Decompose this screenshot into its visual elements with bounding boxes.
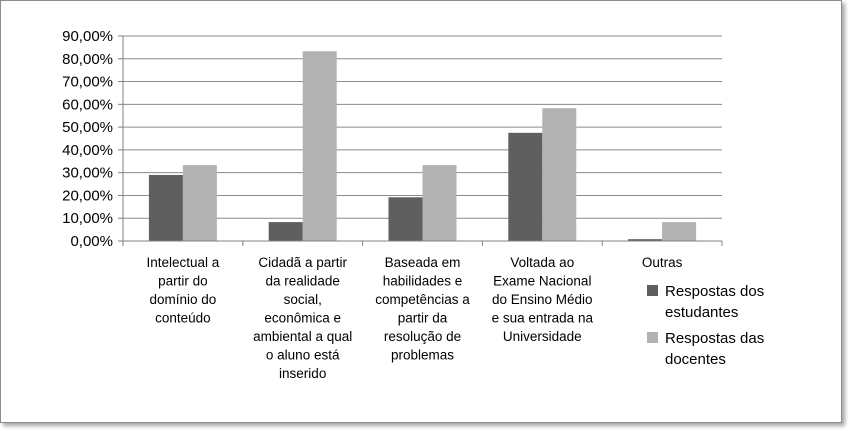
category-label-line: Universidade bbox=[503, 329, 582, 344]
category-label-line: do Ensino Médio bbox=[492, 292, 593, 307]
bar-series-2-category-2 bbox=[302, 51, 337, 242]
category-label: Cidadã a partir da realidade social, econôm… bbox=[253, 255, 352, 381]
category-label-line: ambiental a qual bbox=[253, 329, 352, 344]
y-tick-label: 70,00% bbox=[62, 74, 113, 91]
bars bbox=[148, 51, 697, 242]
category-label-line: partir do bbox=[158, 274, 208, 289]
legend-label: Respostas das docentes bbox=[665, 330, 764, 368]
bar-series-2-category-1 bbox=[182, 165, 217, 241]
bar-series-1-category-4 bbox=[508, 132, 543, 241]
axes bbox=[118, 35, 723, 246]
y-tick-labels: 0,00% 10,00% 20,00% 30,00% 40,00% 50,00% 60,00… bbox=[62, 28, 113, 250]
category-label-line: competências a bbox=[375, 292, 470, 307]
category-label-line: Outras bbox=[642, 255, 683, 270]
legend-label-line: Respostas das bbox=[665, 330, 764, 347]
y-tick-label: 30,00% bbox=[62, 165, 113, 182]
y-tick-label: 60,00% bbox=[62, 96, 113, 113]
category-label-line: social, bbox=[284, 292, 322, 307]
category-label-line: inserido bbox=[279, 366, 326, 381]
category-label-line: econômica e bbox=[264, 311, 341, 326]
category-labels: Intelectual a partir do domínio do conteúdo… bbox=[146, 255, 682, 381]
legend: Respostas dos estudantes Respostas das doce… bbox=[647, 283, 764, 368]
legend-swatch bbox=[647, 332, 658, 343]
category-label: Voltada ao Exame Nacional do Ensino Médio e… bbox=[492, 255, 594, 344]
bar-chart: 0,00% 10,00% 20,00% 30,00% 40,00% 50,00% 60,00… bbox=[62, 28, 764, 381]
legend-swatch bbox=[647, 285, 658, 296]
bar-series-2-category-4 bbox=[542, 108, 577, 241]
gridlines bbox=[123, 35, 722, 219]
category-label: Intelectual a partir do domínio do conteúdo bbox=[146, 255, 219, 326]
chart-frame: 0,00% 10,00% 20,00% 30,00% 40,00% 50,00% 60,00… bbox=[0, 0, 842, 423]
y-tick-label: 10,00% bbox=[62, 210, 113, 227]
category-label-line: conteúdo bbox=[155, 311, 211, 326]
bar-series-1-category-5 bbox=[628, 239, 663, 241]
y-tick-label: 50,00% bbox=[62, 119, 113, 136]
category-label-line: domínio do bbox=[150, 292, 217, 307]
y-tick-label: 0,00% bbox=[70, 233, 113, 250]
bar-series-1-category-3 bbox=[388, 197, 423, 241]
category-label-line: da realidade bbox=[266, 274, 340, 289]
category-label: Outras bbox=[642, 255, 683, 270]
category-label-line: problemas bbox=[391, 348, 454, 363]
category-label-line: partir da bbox=[398, 311, 448, 326]
legend-label-line: docentes bbox=[665, 351, 726, 368]
y-tick-label: 80,00% bbox=[62, 51, 113, 68]
category-label-line: Cidadã a partir bbox=[258, 255, 347, 270]
category-label-line: o aluno está bbox=[266, 348, 340, 363]
legend-label-line: estudantes bbox=[665, 304, 738, 321]
legend-label: Respostas dos estudantes bbox=[665, 283, 764, 321]
bar-series-1-category-1 bbox=[148, 174, 183, 241]
y-tick-label: 40,00% bbox=[62, 142, 113, 159]
category-label-line: Voltada ao bbox=[510, 255, 574, 270]
bar-series-2-category-5 bbox=[662, 222, 697, 241]
legend-label-line: Respostas dos bbox=[665, 283, 764, 300]
category-label-line: habilidades e bbox=[383, 274, 463, 289]
category-label-line: Baseada em bbox=[385, 255, 461, 270]
bar-series-1-category-2 bbox=[268, 222, 303, 241]
category-label-line: Intelectual a bbox=[146, 255, 219, 270]
y-tick-label: 20,00% bbox=[62, 187, 113, 204]
category-label-line: e sua entrada na bbox=[492, 311, 594, 326]
category-label-line: Exame Nacional bbox=[493, 274, 591, 289]
y-tick-label: 90,00% bbox=[62, 28, 113, 45]
category-label-line: resolução de bbox=[384, 329, 461, 344]
category-label: Baseada em habilidades e competências a par… bbox=[375, 255, 470, 363]
bar-series-2-category-3 bbox=[422, 165, 457, 241]
